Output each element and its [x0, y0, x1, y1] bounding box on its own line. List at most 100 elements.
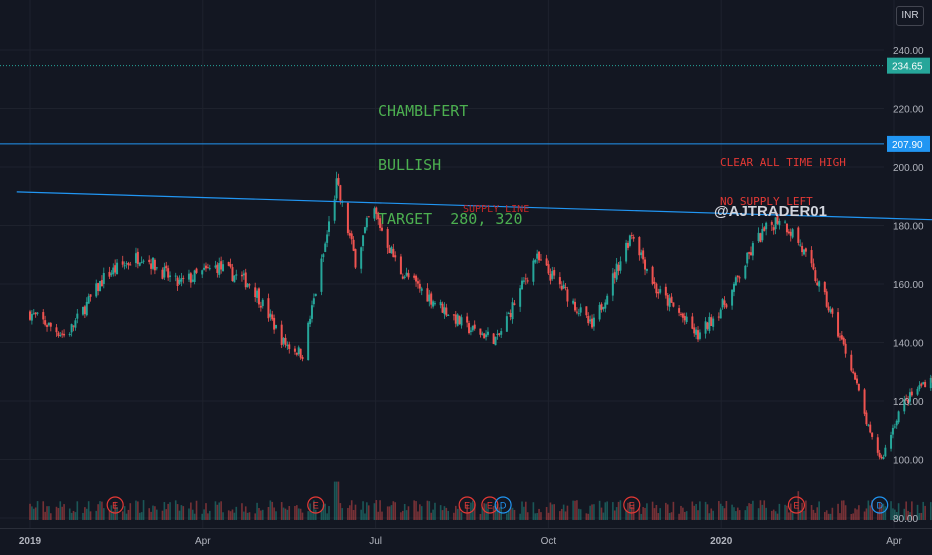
candle-body: [881, 457, 883, 458]
volume-bar: [122, 511, 124, 520]
candle-body: [243, 274, 245, 276]
candle-body: [165, 266, 167, 268]
candle-body: [591, 319, 593, 328]
candle-body: [220, 261, 222, 269]
candle-body: [288, 344, 290, 349]
candle-body: [349, 233, 351, 236]
candle-body: [890, 435, 892, 449]
candle-body: [88, 296, 90, 303]
volume-bar: [377, 512, 379, 520]
candle-body: [538, 252, 540, 261]
candle-body: [33, 313, 35, 314]
candle-body: [218, 263, 220, 275]
currency-badge[interactable]: INR: [896, 6, 924, 26]
volume-bar: [712, 511, 714, 520]
volume-bar: [692, 502, 694, 520]
volume-bar: [175, 500, 177, 520]
candle-body: [693, 327, 695, 333]
volume-bar: [735, 511, 737, 520]
candle-body: [816, 283, 818, 286]
volume-bar: [364, 513, 366, 520]
volume-bar: [394, 502, 396, 520]
volume-bar: [811, 505, 813, 520]
volume-bar: [222, 512, 224, 520]
volume-bar: [559, 511, 561, 520]
candle-body: [665, 287, 667, 296]
volume-bar: [181, 505, 183, 520]
volume-bar: [786, 506, 788, 520]
candle-body: [854, 373, 856, 380]
candle-body: [180, 278, 182, 282]
volume-bar: [421, 506, 423, 520]
volume-bar: [162, 511, 164, 520]
volume-bar: [340, 503, 342, 520]
volume-bar: [217, 505, 219, 520]
volume-bar: [220, 501, 222, 520]
candle-body: [207, 267, 209, 268]
candle-body: [710, 317, 712, 326]
volume-bar: [788, 512, 790, 520]
volume-bar: [890, 501, 892, 520]
volume-bar: [296, 505, 298, 520]
candle-body: [513, 303, 515, 304]
candle-body: [216, 265, 218, 273]
candle-body: [116, 263, 118, 274]
volume-bar: [353, 510, 355, 520]
volume-bar: [813, 510, 815, 520]
x-tick-label: Jul: [369, 536, 382, 547]
volume-bar: [733, 507, 735, 520]
volume-bar: [270, 500, 272, 520]
candle-body: [230, 264, 232, 267]
x-tick-label: 2020: [710, 536, 733, 547]
volume-bar: [548, 513, 550, 520]
volume-bar: [44, 512, 46, 520]
volume-bar: [845, 505, 847, 520]
volume-bar: [574, 501, 576, 520]
volume-bar: [294, 506, 296, 520]
volume-bar: [232, 509, 234, 520]
volume-bar: [228, 510, 230, 520]
volume-bar: [139, 513, 141, 520]
volume-bar: [154, 506, 156, 520]
volume-bar: [659, 508, 661, 520]
candle-body: [163, 267, 165, 277]
candle-body: [175, 276, 177, 277]
volume-bar: [606, 501, 608, 520]
volume-bar: [315, 510, 317, 520]
volume-bar: [408, 506, 410, 520]
volume-bar: [739, 510, 741, 520]
candle-body: [283, 338, 285, 344]
event-marker-label: E: [112, 501, 118, 511]
volume-bar: [376, 500, 378, 520]
volume-bar: [69, 509, 71, 520]
volume-bar: [215, 501, 217, 520]
bias-text: BULLISH: [378, 156, 523, 174]
candle-body: [578, 313, 580, 314]
candle-body: [841, 335, 843, 339]
volume-bar: [722, 506, 724, 520]
candle-body: [364, 227, 366, 233]
candle-body: [466, 316, 468, 322]
candle-body: [812, 263, 814, 269]
volume-bar: [567, 506, 569, 520]
volume-bar: [349, 505, 351, 520]
volume-bar: [287, 510, 289, 520]
volume-bar: [601, 508, 603, 520]
volume-bar: [718, 501, 720, 520]
volume-bar: [480, 514, 482, 520]
candle-body: [837, 312, 839, 336]
candle-body: [50, 323, 52, 327]
volume-bar: [612, 502, 614, 520]
candle-body: [256, 291, 258, 298]
volume-bar: [593, 504, 595, 520]
volume-bar: [243, 512, 245, 520]
volume-bar: [101, 502, 103, 520]
volume-bar: [684, 512, 686, 520]
candle-body: [737, 276, 739, 278]
candle-body: [84, 306, 86, 314]
candle-body: [500, 331, 502, 335]
volume-bar: [273, 507, 275, 520]
volume-bar: [260, 511, 262, 520]
candle-body: [97, 283, 99, 291]
candle-body: [167, 268, 169, 277]
